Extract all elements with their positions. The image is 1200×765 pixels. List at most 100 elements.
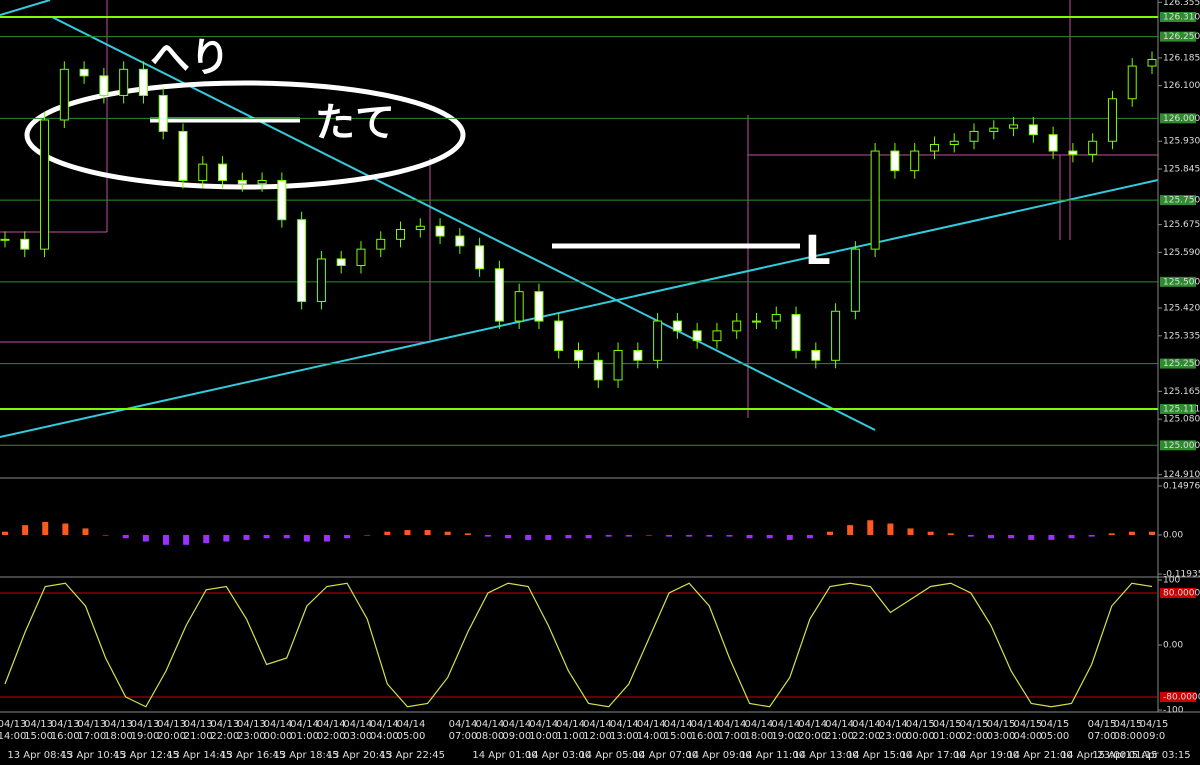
candle-body: [316, 258, 326, 302]
y-tick-label: 125.750: [1163, 196, 1200, 206]
candle-body: [277, 179, 287, 221]
histogram-bar: [726, 534, 733, 537]
histogram-bar: [1149, 531, 1155, 535]
histogram-bar: [847, 525, 854, 535]
y-tick-label: -0.11935: [1163, 570, 1200, 580]
x-tick-label: 04/13 23:00: [236, 719, 266, 742]
histogram-bar: [404, 530, 411, 535]
candle-body: [672, 320, 682, 332]
y-tick-label: 0.00: [1163, 530, 1183, 540]
histogram-bar: [666, 534, 673, 537]
candle-body: [633, 349, 643, 361]
histogram-bar: [927, 531, 934, 535]
candle-body: [831, 310, 841, 361]
histogram-bar: [424, 530, 431, 535]
candle-body: [138, 68, 148, 96]
histogram-bar: [223, 534, 230, 542]
candle-body: [257, 179, 267, 185]
candle-body: [475, 245, 485, 270]
histogram-bar: [1108, 533, 1115, 535]
x-tick-label: 04/14 03:00: [343, 719, 373, 742]
histogram-bar: [1068, 534, 1075, 539]
candle-body: [356, 248, 366, 266]
histogram-bar: [162, 534, 169, 545]
candle-body: [1127, 65, 1137, 100]
x-tick-label: 14 Apr 19:00: [953, 750, 1020, 761]
candle-body: [712, 330, 722, 342]
histogram-bar: [203, 534, 210, 544]
x-tick-label: 04/13 18:00: [103, 719, 133, 742]
histogram-bar: [1028, 534, 1035, 540]
x-tick-label: 04/14 15:00: [663, 719, 693, 742]
candle-body: [99, 75, 109, 96]
histogram-bar: [565, 534, 572, 539]
candle-body: [396, 229, 406, 240]
histogram-bar: [22, 525, 29, 535]
y-tick-label: 126.000: [1163, 114, 1200, 124]
candle-body: [1088, 140, 1098, 155]
histogram-bar: [686, 534, 693, 537]
candle-body: [1009, 124, 1019, 129]
candle-body: [237, 179, 247, 185]
histogram-bar: [82, 528, 89, 535]
candle-body: [79, 68, 89, 77]
tick-box: [1160, 588, 1196, 598]
x-tick-label: 13 Apr 20:45: [326, 750, 392, 761]
tick-box: [1160, 692, 1196, 702]
candle-body: [1048, 134, 1058, 152]
x-tick-label: 04/15 00:00: [905, 719, 935, 742]
trend-line: [0, 0, 51, 16]
x-tick-label: 13 Apr 12:45: [113, 750, 179, 761]
histogram-bar: [62, 523, 69, 535]
x-tick-label: 04/15 01:00: [932, 719, 962, 742]
histogram-bar: [1008, 534, 1015, 539]
histogram-bar: [484, 534, 491, 537]
x-tick-label: 14 Apr 07:00: [632, 750, 699, 761]
x-tick-label: 14 Apr 13:00: [793, 750, 859, 761]
x-tick-label: 13 Apr 08:45: [7, 750, 73, 761]
histogram-bar: [525, 534, 532, 540]
x-tick-label: 04/14 17:00: [717, 719, 747, 742]
x-tick-label: 04/13 22:00: [210, 719, 240, 742]
x-tick-label: 04/14 23:00: [878, 719, 908, 742]
histogram-bar: [907, 528, 914, 535]
hand-annotation: へり: [150, 35, 230, 81]
candle-body: [910, 150, 920, 172]
x-tick-label: 04/14 12:00: [583, 719, 612, 742]
histogram-bar: [243, 534, 250, 540]
candle-body: [218, 163, 228, 181]
x-tick-label: 13 Apr 10:45: [60, 750, 126, 761]
x-tick-label: 04/13 16:00: [50, 719, 80, 742]
candle-body: [791, 314, 801, 351]
candle-body: [534, 291, 544, 322]
trend-line: [0, 179, 1159, 438]
tick-box: [1160, 195, 1196, 206]
x-tick-label: 04/14 22:00: [852, 719, 881, 742]
histogram-bar: [364, 534, 371, 536]
x-tick-label: 14 Apr 11:00: [739, 750, 806, 761]
histogram-bar: [444, 531, 451, 535]
y-tick-label: 125.165: [1163, 387, 1200, 397]
x-tick-label: 14 Apr 05:00: [579, 750, 645, 761]
candle-body: [198, 163, 208, 181]
candle-body: [1107, 98, 1117, 142]
histogram-bar: [344, 534, 351, 539]
candle-body: [890, 150, 900, 172]
candle-body: [514, 291, 524, 322]
x-tick-label: 04/14 00:00: [263, 719, 293, 742]
candle-body: [435, 225, 445, 237]
y-tick-label: 124.910: [1163, 470, 1200, 480]
y-tick-label: 125.930: [1163, 137, 1200, 147]
candle-body: [613, 349, 623, 381]
candle-body: [1068, 150, 1078, 155]
histogram-bar: [1128, 531, 1135, 535]
x-tick-label: 04/14 19:00: [771, 719, 801, 742]
candle-body: [870, 150, 880, 250]
histogram-bar: [645, 534, 652, 536]
x-tick-label: 04/14 21:00: [825, 719, 854, 742]
x-tick-label: 04/15 03:00: [986, 719, 1016, 742]
y-tick-label: 80.0000: [1163, 589, 1200, 599]
histogram-bar: [887, 523, 894, 535]
histogram-bar: [323, 534, 330, 542]
